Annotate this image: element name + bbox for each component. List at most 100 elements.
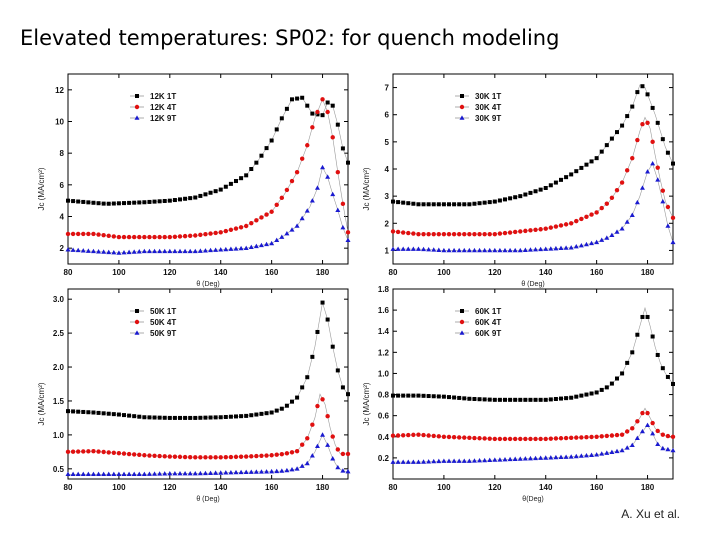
data-point bbox=[116, 451, 122, 456]
data-point bbox=[513, 195, 518, 200]
data-point bbox=[172, 415, 177, 420]
data-point bbox=[310, 354, 315, 359]
data-point bbox=[574, 169, 579, 174]
data-point bbox=[304, 208, 310, 213]
data-point bbox=[660, 432, 666, 437]
data-point bbox=[615, 130, 619, 135]
data-point bbox=[65, 247, 71, 252]
legend-label: 50K 1T bbox=[150, 307, 176, 316]
data-point bbox=[172, 470, 178, 476]
data-point bbox=[202, 248, 208, 253]
data-point bbox=[340, 451, 346, 457]
data-point bbox=[198, 232, 203, 238]
data-point bbox=[172, 198, 177, 203]
data-point bbox=[426, 459, 432, 464]
data-point bbox=[589, 240, 595, 246]
data-point bbox=[325, 317, 330, 322]
data-point bbox=[457, 202, 462, 207]
data-point bbox=[538, 455, 544, 460]
data-point bbox=[330, 103, 335, 108]
author-credit: A. Xu et al. bbox=[621, 507, 680, 521]
data-point bbox=[218, 247, 224, 252]
data-point bbox=[604, 201, 610, 206]
data-point bbox=[299, 463, 305, 468]
data-point bbox=[548, 436, 554, 441]
data-point bbox=[406, 201, 411, 206]
data-point bbox=[192, 248, 198, 254]
data-point bbox=[269, 468, 275, 474]
data-point bbox=[131, 471, 137, 477]
data-point bbox=[228, 227, 234, 232]
data-point bbox=[512, 436, 518, 442]
data-point bbox=[421, 393, 426, 398]
data-point bbox=[96, 471, 102, 477]
data-point bbox=[126, 451, 132, 457]
data-point bbox=[396, 200, 401, 205]
data-point bbox=[415, 459, 421, 464]
data-point bbox=[177, 454, 183, 460]
data-point bbox=[620, 371, 625, 376]
legend-label: 60K 4T bbox=[475, 318, 501, 327]
data-point bbox=[314, 185, 320, 190]
data-point bbox=[507, 230, 513, 235]
data-point bbox=[538, 246, 544, 252]
data-point bbox=[604, 235, 610, 240]
data-point bbox=[101, 232, 106, 238]
data-point bbox=[76, 409, 81, 414]
data-point bbox=[665, 223, 671, 228]
data-point bbox=[670, 434, 676, 439]
data-point bbox=[426, 247, 432, 252]
data-point bbox=[106, 201, 111, 206]
data-point bbox=[599, 205, 604, 211]
data-point bbox=[655, 352, 660, 357]
data-point bbox=[167, 454, 173, 459]
plot-frame bbox=[67, 288, 349, 480]
data-point bbox=[152, 453, 157, 458]
data-point bbox=[533, 247, 539, 252]
data-point bbox=[80, 248, 86, 253]
data-point bbox=[254, 412, 259, 417]
data-point bbox=[655, 120, 660, 125]
series-9t bbox=[390, 160, 676, 253]
data-point bbox=[650, 105, 655, 110]
data-point bbox=[609, 381, 614, 386]
data-point bbox=[66, 198, 70, 203]
data-point bbox=[101, 201, 106, 206]
data-point bbox=[121, 471, 127, 477]
data-point bbox=[345, 230, 351, 235]
data-point bbox=[325, 414, 330, 419]
data-point bbox=[558, 223, 564, 228]
data-point bbox=[421, 432, 426, 438]
data-point bbox=[583, 241, 589, 247]
data-point bbox=[508, 196, 513, 201]
data-point bbox=[671, 382, 675, 386]
data-point bbox=[198, 455, 203, 460]
data-point bbox=[497, 397, 502, 402]
data-point bbox=[558, 436, 564, 441]
data-point bbox=[497, 457, 503, 462]
data-point bbox=[228, 470, 234, 475]
data-point bbox=[650, 420, 655, 426]
data-point bbox=[436, 434, 442, 439]
data-point bbox=[548, 183, 553, 188]
x-tick-label: 80 bbox=[64, 268, 73, 277]
data-point bbox=[197, 248, 203, 253]
data-point bbox=[543, 226, 548, 231]
series-line bbox=[67, 166, 349, 254]
data-point bbox=[340, 468, 346, 473]
data-point bbox=[80, 471, 86, 477]
data-point bbox=[188, 196, 193, 201]
data-point bbox=[96, 232, 101, 237]
data-point bbox=[320, 300, 325, 305]
data-point bbox=[619, 180, 625, 185]
data-point bbox=[304, 460, 310, 466]
x-tick-label: 180 bbox=[316, 268, 330, 277]
data-point bbox=[228, 181, 233, 186]
data-point bbox=[619, 432, 625, 437]
data-point bbox=[645, 410, 650, 416]
data-point bbox=[233, 246, 239, 251]
data-point bbox=[584, 162, 589, 167]
data-point bbox=[492, 436, 498, 442]
y-tick-label: 0.4 bbox=[378, 433, 390, 442]
legend-marker bbox=[135, 94, 139, 98]
